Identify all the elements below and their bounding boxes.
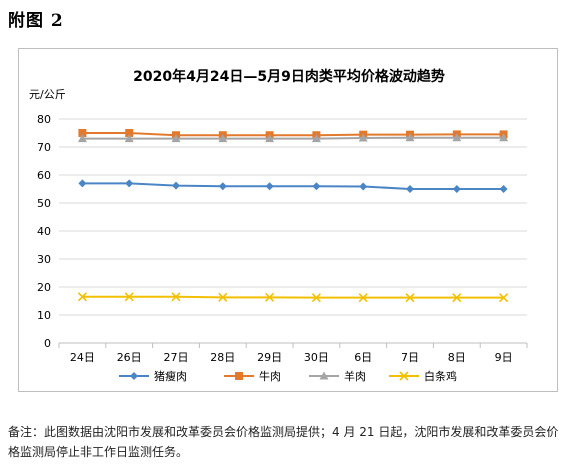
data-point (358, 293, 368, 303)
legend-label: 羊肉 (344, 369, 366, 383)
series-1 (78, 179, 508, 193)
data-point (405, 293, 415, 303)
footnote: 备注：此图数据由沈阳市发展和改革委员会价格监测局提供；4 月 21 日起，沈阳市… (8, 425, 559, 459)
y-tick-label: 10 (37, 309, 51, 322)
series-line (82, 136, 504, 140)
data-point (406, 185, 414, 193)
legend-item: 羊肉 (309, 369, 366, 383)
series-3 (77, 133, 509, 143)
y-axis-ticks: 0 10 20 30 40 50 60 70 80 (37, 113, 51, 350)
x-tick-label: 30日 (304, 351, 329, 364)
legend-marker (130, 372, 138, 380)
data-point (405, 133, 415, 142)
x-tick-label: 24日 (70, 351, 95, 364)
legend-marker (319, 371, 329, 380)
data-point (452, 185, 461, 193)
y-axis-unit-label: 元/公斤 (29, 88, 66, 101)
x-tick-label: 7日 (401, 351, 419, 364)
y-tick-label: 0 (44, 337, 51, 350)
data-point (499, 133, 509, 142)
series-4 (77, 292, 509, 303)
y-tick-label: 30 (37, 253, 51, 266)
data-point (172, 181, 180, 190)
data-point (499, 293, 509, 303)
data-point (78, 179, 87, 188)
data-point (265, 134, 275, 143)
data-point (124, 134, 134, 143)
chart-title: 2020年4月24日—5月9日肉类平均价格波动趋势 (133, 68, 445, 85)
data-point (77, 292, 87, 302)
x-tick-label: 27日 (164, 351, 189, 364)
legend-item: 猪瘦肉 (119, 369, 187, 383)
data-point (311, 134, 321, 143)
x-tick-label: 26日 (117, 351, 142, 364)
data-point (452, 133, 462, 142)
line-chart: 2020年4月24日—5月9日肉类平均价格波动趋势 元/公斤 0 10 20 30 40… (29, 68, 528, 383)
data-point (359, 182, 368, 191)
legend-label: 白条鸡 (424, 369, 457, 383)
x-axis: 24日 26日 27日 28日 29日 30日 6日 7日 8日 9日 (58, 342, 528, 364)
x-tick-label: 8日 (448, 351, 466, 364)
x-tick-label: 9日 (495, 351, 513, 364)
gridlines (59, 118, 527, 316)
y-tick-label: 50 (37, 197, 51, 210)
legend-item: 牛肉 (224, 369, 281, 383)
legend-label: 猪瘦肉 (154, 369, 187, 383)
data-point (78, 129, 87, 137)
data-point (125, 129, 134, 137)
data-point (218, 182, 227, 191)
y-tick-label: 60 (37, 169, 51, 182)
data-point (171, 134, 181, 143)
legend-label: 牛肉 (259, 369, 281, 383)
series-line (82, 132, 504, 137)
data-point (125, 179, 134, 188)
x-tick-label: 6日 (354, 351, 372, 364)
data-point (218, 292, 228, 302)
data-point (77, 134, 87, 143)
data-point (265, 292, 275, 302)
legend-marker (235, 372, 243, 380)
data-point (124, 292, 134, 302)
data-point (265, 182, 274, 191)
y-tick-label: 80 (37, 113, 51, 126)
legend-item: 白条鸡 (389, 369, 457, 383)
data-point (452, 293, 462, 303)
data-point (311, 293, 321, 303)
y-tick-label: 40 (37, 225, 51, 238)
data-point (358, 133, 368, 142)
legend-marker (399, 371, 409, 381)
x-tick-label: 29日 (257, 351, 282, 364)
data-point (499, 185, 508, 193)
legend: 猪瘦肉 牛肉 羊肉 白条鸡 (119, 369, 457, 383)
data-point (218, 134, 228, 143)
series-line (82, 295, 504, 299)
x-tick-label: 28日 (210, 351, 235, 364)
data-point (171, 292, 181, 302)
series-line (82, 182, 504, 190)
data-point (312, 182, 321, 191)
y-tick-label: 70 (37, 141, 51, 154)
y-tick-label: 20 (37, 281, 51, 294)
figure-heading: 附图 2 (8, 11, 64, 31)
series-group (77, 129, 509, 303)
chart-area: 2020年4月24日—5月9日肉类平均价格波动趋势 元/公斤 0 10 20 30 40… (18, 48, 558, 392)
